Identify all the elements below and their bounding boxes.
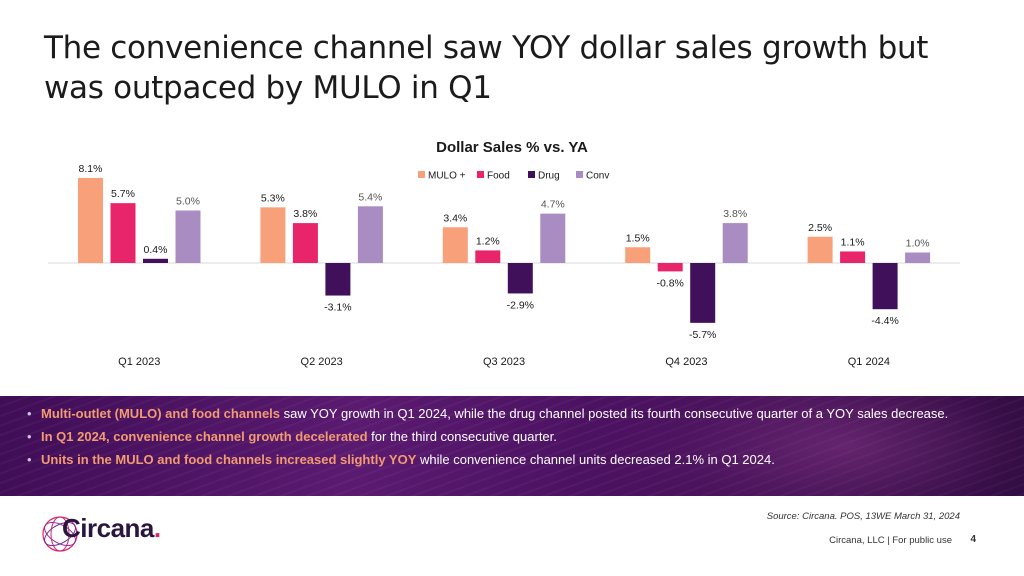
page-title: The convenience channel saw YOY dollar s…	[44, 28, 984, 108]
insights-list: • Multi-outlet (MULO) and food channels …	[27, 405, 987, 474]
legend-label: Drug	[538, 171, 560, 182]
legend-label: MULO +	[428, 171, 466, 182]
bar	[690, 263, 716, 323]
legend-label: Conv	[586, 171, 609, 182]
bar	[840, 251, 866, 263]
data-label: 5.4%	[358, 191, 382, 203]
legend-swatch	[418, 171, 425, 178]
legend-swatch	[576, 171, 583, 178]
x-tick-label: Q3 2023	[483, 356, 525, 368]
data-label: 1.1%	[841, 236, 865, 248]
bar	[143, 258, 168, 263]
bar	[292, 223, 318, 263]
bar	[657, 263, 683, 272]
bullet-dot: •	[27, 429, 32, 444]
bar	[540, 213, 566, 263]
bar	[507, 263, 533, 294]
chart-title: Dollar Sales % vs. YA	[436, 139, 588, 156]
insight-bullet: • In Q1 2024, convenience channel growth…	[27, 428, 987, 445]
bar	[722, 223, 748, 263]
bar	[905, 252, 931, 263]
logo-name: Circana	[62, 513, 154, 543]
bar	[442, 227, 468, 263]
title-line-1: The convenience channel saw YOY dollar s…	[44, 30, 929, 66]
legend-swatch	[528, 171, 535, 178]
x-tick-label: Q4 2023	[665, 356, 707, 368]
data-label: 3.8%	[293, 208, 317, 220]
bar	[357, 206, 383, 263]
legend-label: Food	[487, 171, 510, 182]
footer-text: Circana, LLC | For public use	[829, 535, 952, 546]
x-tick-label: Q1 2023	[118, 356, 160, 368]
x-tick-label: Q2 2023	[301, 356, 343, 368]
data-label: -2.9%	[507, 299, 534, 311]
bar	[110, 203, 136, 263]
insight-bullet: • Multi-outlet (MULO) and food channels …	[27, 405, 987, 422]
circana-logo-icon	[42, 516, 78, 552]
data-label: 3.4%	[443, 212, 467, 224]
insight-bullet: • Units in the MULO and food channels in…	[27, 451, 987, 468]
data-label: 5.3%	[261, 192, 285, 204]
x-tick-label: Q1 2024	[848, 356, 890, 368]
bar	[260, 207, 286, 263]
bar	[872, 263, 898, 310]
bar	[807, 236, 833, 263]
data-label: -4.4%	[871, 315, 898, 327]
data-label: 5.0%	[176, 196, 200, 208]
insight-text: for the third consecutive quarter.	[367, 429, 557, 444]
bullet-dot: •	[27, 452, 32, 467]
legend-swatch	[477, 171, 484, 178]
data-label: 1.5%	[626, 232, 650, 244]
data-label: 4.7%	[541, 199, 565, 211]
data-label: 1.0%	[906, 238, 930, 250]
insight-text: saw YOY growth in Q1 2024, while the dru…	[280, 406, 949, 421]
insights-banner	[0, 396, 1024, 496]
bar	[175, 210, 201, 263]
page-number: 4	[970, 534, 976, 545]
source-note: Source: Circana. POS, 13WE March 31, 202…	[766, 511, 960, 522]
data-label: 1.2%	[476, 235, 500, 247]
data-label: 8.1%	[79, 163, 103, 175]
data-label: 3.8%	[723, 208, 747, 220]
title-line-2: was outpaced by MULO in Q1	[44, 70, 492, 106]
data-label: -0.8%	[656, 277, 683, 289]
dollar-sales-chart: Dollar Sales % vs. YA MULO + Food Drug Conv 8…	[48, 139, 960, 368]
data-label: 2.5%	[808, 222, 832, 234]
circana-wordmark: Circana.	[62, 513, 161, 544]
insight-text: while convenience channel units decrease…	[416, 452, 775, 467]
data-label: -5.7%	[689, 329, 716, 341]
bar	[325, 263, 351, 296]
logo-dot: .	[153, 513, 161, 543]
insight-highlight: Multi-outlet (MULO) and food channels	[41, 406, 281, 421]
bullet-dot: •	[27, 406, 32, 421]
data-label: -3.1%	[324, 302, 351, 314]
bar	[625, 247, 651, 263]
bar	[475, 250, 501, 263]
insight-highlight: In Q1 2024, convenience channel growth d…	[41, 429, 368, 444]
bar	[78, 177, 103, 263]
insight-highlight: Units in the MULO and food channels incr…	[41, 452, 417, 467]
data-label: 0.4%	[144, 244, 168, 256]
data-label: 5.7%	[111, 188, 135, 200]
